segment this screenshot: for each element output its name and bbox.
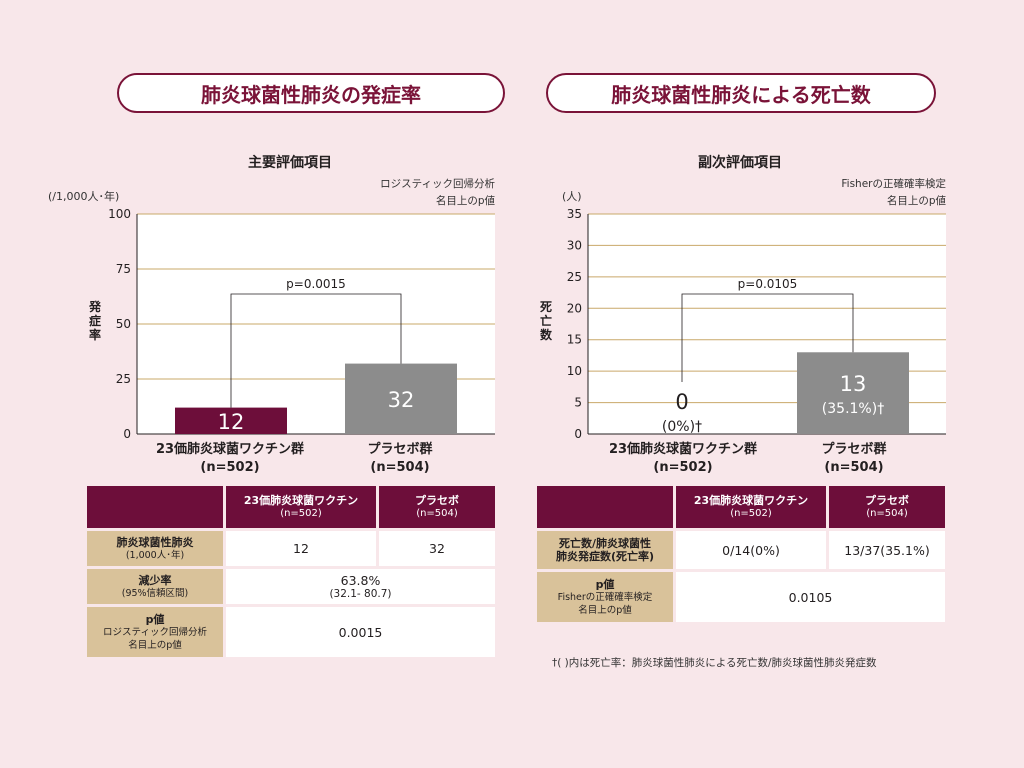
left-row-reduction-value-ci: (32.1- 80.7) xyxy=(329,588,392,600)
right-bar-placebo-rate-label: (35.1%)† xyxy=(822,401,884,417)
right-ytick-label: 20 xyxy=(567,301,582,315)
left-row-incidence-label-main: 肺炎球菌性肺炎 xyxy=(116,535,194,549)
right-row-pvalue-label: p値 Fisherの正確確率検定 名目上のp値 xyxy=(537,572,673,622)
left-category-vaccine-name: 23価肺炎球菌ワクチン群 xyxy=(155,442,305,457)
right-row-pvalue-label-main: p値 xyxy=(595,577,615,591)
right-ytick-label: 30 xyxy=(567,238,582,252)
right-bar-placebo-value-label: 13 xyxy=(840,372,867,396)
left-row-incidence-label-sub: (1,000人･年) xyxy=(125,549,185,561)
right-table-header-placebo-name: プラセボ xyxy=(865,494,909,507)
left-ytick-label: 75 xyxy=(116,262,131,276)
left-title-pill: 肺炎球菌性肺炎の発症率 xyxy=(117,73,505,113)
left-unit: (/1,000人･年) xyxy=(48,190,120,203)
left-ytick-label: 50 xyxy=(116,317,131,331)
right-title-pill: 肺炎球菌性肺炎による死亡数 xyxy=(546,73,936,113)
right-row-pvalue-value: 0.0105 xyxy=(676,572,945,622)
right-pvalue-bracket xyxy=(681,293,854,382)
left-row-reduction-label-main: 減少率 xyxy=(138,573,172,587)
left-row-reduction-label: 減少率 (95%信頼区間) xyxy=(87,569,223,604)
right-row-deaths-placebo: 13/37(35.1%) xyxy=(829,531,945,569)
right-pvalue-label: p=0.0105 xyxy=(738,277,798,291)
left-category-vaccine: 23価肺炎球菌ワクチン群 (n=502) xyxy=(135,441,325,477)
right-category-placebo-n: (n=504) xyxy=(824,460,884,475)
right-subtitle: 副次評価項目 xyxy=(698,155,782,171)
left-ytick-label: 0 xyxy=(123,427,131,441)
right-title: 肺炎球菌性肺炎による死亡数 xyxy=(611,82,871,107)
right-footnote: †( )内は死亡率：肺炎球菌性肺炎による死亡数/肺炎球菌性肺炎発症数 xyxy=(552,657,877,669)
right-ytick-label: 0 xyxy=(574,427,582,441)
left-subtitle: 主要評価項目 xyxy=(248,155,332,171)
left-row-pvalue-label: p値 ロジスティック回帰分析 名目上のp値 xyxy=(87,607,223,657)
right-bar-placebo xyxy=(797,352,909,434)
left-pvalue-bracket xyxy=(230,293,402,408)
right-table-header-placebo: プラセボ (n=504) xyxy=(829,486,945,528)
left-table-header-vaccine-n: (n=502) xyxy=(280,508,322,519)
left-bar-vaccine xyxy=(175,407,287,434)
left-table-corner xyxy=(87,486,223,528)
left-category-placebo-n: (n=504) xyxy=(370,460,430,475)
right-row-deaths-label: 死亡数/肺炎球菌性 肺炎発症数(死亡率) xyxy=(537,531,673,569)
right-category-placebo: プラセボ群 (n=504) xyxy=(784,441,924,477)
right-row-pvalue-label-nominal: 名目上のp値 xyxy=(578,604,632,616)
left-row-reduction-label-sub: (95%信頼区間) xyxy=(121,587,189,599)
left-bar-placebo-value-label: 32 xyxy=(388,388,415,412)
left-ytick-label: 100 xyxy=(108,207,131,221)
left-method-line1: ロジスティック回帰分析 xyxy=(380,178,495,190)
right-table-header-vaccine-n: (n=502) xyxy=(730,508,772,519)
right-category-vaccine-name: 23価肺炎球菌ワクチン群 xyxy=(608,442,758,457)
left-summary-table: 23価肺炎球菌ワクチン (n=502) プラセボ (n=504) 肺炎球菌性肺炎… xyxy=(84,483,498,660)
right-row-deaths-label-line1: 死亡数/肺炎球菌性 xyxy=(558,537,652,550)
left-table-header-placebo: プラセボ (n=504) xyxy=(379,486,495,528)
left-table-header-placebo-n: (n=504) xyxy=(416,508,458,519)
right-table-header-vaccine-name: 23価肺炎球菌ワクチン xyxy=(693,494,809,507)
left-table-header-vaccine-name: 23価肺炎球菌ワクチン xyxy=(243,494,359,507)
right-table-corner xyxy=(537,486,673,528)
right-row-deaths-vaccine: 0/14(0%) xyxy=(676,531,826,569)
right-method-line1: Fisherの正確確率検定 xyxy=(841,178,946,190)
left-ylabel: 発症率 xyxy=(88,300,101,342)
right-bar-vaccine-value-label: 0 xyxy=(675,390,688,414)
left-row-incidence-vaccine: 12 xyxy=(226,531,376,566)
left-table-header-placebo-name: プラセボ xyxy=(415,494,459,507)
left-category-placebo: プラセボ群 (n=504) xyxy=(330,441,470,477)
right-ytick-label: 15 xyxy=(567,333,582,347)
left-row-pvalue-label-main: p値 xyxy=(145,612,165,626)
right-category-placebo-name: プラセボ群 xyxy=(821,442,887,457)
right-category-vaccine: 23価肺炎球菌ワクチン群 (n=502) xyxy=(588,441,778,477)
left-row-reduction-value-main: 63.8% xyxy=(340,573,381,588)
left-title: 肺炎球菌性肺炎の発症率 xyxy=(201,82,421,107)
right-ytick-label: 5 xyxy=(574,396,582,410)
right-ylabel: 死亡数 xyxy=(539,300,552,342)
left-category-vaccine-n: (n=502) xyxy=(200,460,260,475)
right-table-header-vaccine: 23価肺炎球菌ワクチン (n=502) xyxy=(676,486,826,528)
left-bar-vaccine-value-label: 12 xyxy=(218,410,245,434)
right-ytick-label: 35 xyxy=(567,207,582,221)
right-category-vaccine-n: (n=502) xyxy=(653,460,713,475)
left-bar-placebo xyxy=(345,363,457,434)
right-bar-vaccine-rate-label: (0%)† xyxy=(662,419,702,435)
right-unit: (人) xyxy=(562,190,582,203)
right-method-line2: 名目上のp値 xyxy=(886,195,946,207)
left-category-placebo-name: プラセボ群 xyxy=(367,442,433,457)
left-ytick-label: 25 xyxy=(116,372,131,386)
left-row-pvalue-label-method: ロジスティック回帰分析 xyxy=(103,626,207,638)
left-row-pvalue-label-nominal: 名目上のp値 xyxy=(128,639,182,651)
right-table-header-placebo-n: (n=504) xyxy=(866,508,908,519)
left-row-reduction-value: 63.8% (32.1- 80.7) xyxy=(226,569,495,604)
right-ytick-label: 10 xyxy=(567,364,582,378)
left-pvalue-label: p=0.0015 xyxy=(286,277,346,291)
right-ytick-label: 25 xyxy=(567,270,582,284)
left-row-pvalue-value: 0.0015 xyxy=(226,607,495,657)
right-row-pvalue-label-method: Fisherの正確確率検定 xyxy=(557,591,653,603)
right-summary-table: 23価肺炎球菌ワクチン (n=502) プラセボ (n=504) 死亡数/肺炎球… xyxy=(534,483,948,625)
left-row-incidence-placebo: 32 xyxy=(379,531,495,566)
right-row-deaths-label-line2: 肺炎発症数(死亡率) xyxy=(555,550,655,563)
left-row-incidence-label: 肺炎球菌性肺炎 (1,000人･年) xyxy=(87,531,223,566)
left-table-header-vaccine: 23価肺炎球菌ワクチン (n=502) xyxy=(226,486,376,528)
left-method-line2: 名目上のp値 xyxy=(435,195,495,207)
